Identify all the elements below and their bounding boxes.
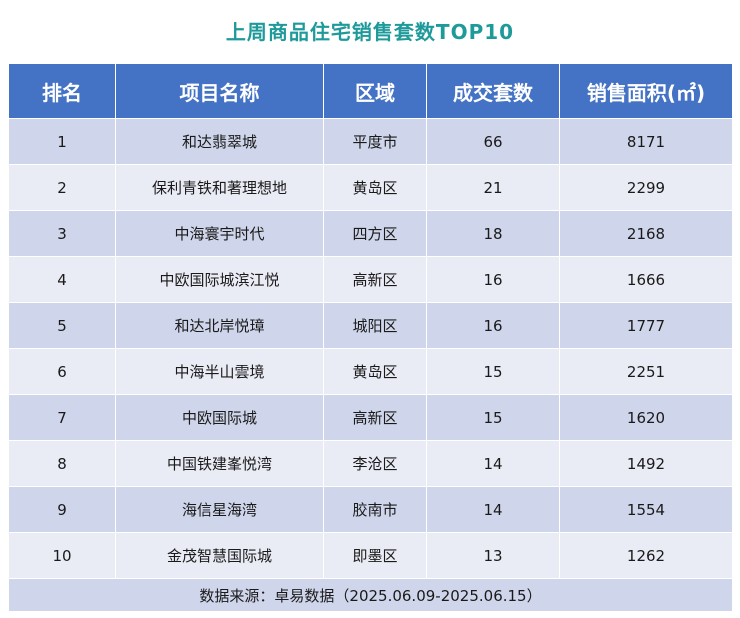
cell-project: 中欧国际城滨江悦 [115, 256, 324, 303]
cell-district: 李沧区 [323, 440, 427, 487]
cell-project: 中海半山雲境 [115, 348, 324, 395]
cell-units: 13 [426, 532, 560, 579]
cell-project: 中欧国际城 [115, 394, 324, 441]
cell-area: 1492 [559, 440, 733, 487]
cell-project: 金茂智慧国际城 [115, 532, 324, 579]
cell-district: 胶南市 [323, 486, 427, 533]
cell-rank: 7 [8, 394, 116, 441]
cell-rank: 6 [8, 348, 116, 395]
cell-project: 中国铁建峯悦湾 [115, 440, 324, 487]
cell-area: 1666 [559, 256, 733, 303]
cell-project: 和达北岸悦璋 [115, 302, 324, 349]
table-row: 9 海信星海湾 胶南市 14 1554 [8, 486, 733, 533]
cell-district: 平度市 [323, 118, 427, 165]
table-row: 5 和达北岸悦璋 城阳区 16 1777 [8, 302, 733, 349]
header-rank: 排名 [8, 63, 116, 119]
cell-area: 1554 [559, 486, 733, 533]
table-row: 10 金茂智慧国际城 即墨区 13 1262 [8, 532, 733, 579]
cell-project: 海信星海湾 [115, 486, 324, 533]
table-row: 3 中海寰宇时代 四方区 18 2168 [8, 210, 733, 257]
header-units: 成交套数 [426, 63, 560, 119]
header-project: 项目名称 [115, 63, 324, 119]
cell-units: 16 [426, 256, 560, 303]
cell-rank: 8 [8, 440, 116, 487]
cell-district: 高新区 [323, 394, 427, 441]
cell-area: 1262 [559, 532, 733, 579]
cell-area: 2299 [559, 164, 733, 211]
table-row: 6 中海半山雲境 黄岛区 15 2251 [8, 348, 733, 395]
cell-district: 城阳区 [323, 302, 427, 349]
cell-units: 15 [426, 394, 560, 441]
cell-units: 14 [426, 486, 560, 533]
cell-rank: 9 [8, 486, 116, 533]
cell-district: 黄岛区 [323, 348, 427, 395]
page-title: 上周商品住宅销售套数TOP10 [225, 20, 515, 44]
cell-rank: 3 [8, 210, 116, 257]
cell-units: 21 [426, 164, 560, 211]
cell-units: 66 [426, 118, 560, 165]
cell-rank: 5 [8, 302, 116, 349]
cell-area: 1777 [559, 302, 733, 349]
table-header-row: 排名 项目名称 区域 成交套数 销售面积(㎡) [8, 63, 733, 119]
cell-area: 2168 [559, 210, 733, 257]
cell-area: 1620 [559, 394, 733, 441]
cell-project: 保利青铁和著理想地 [115, 164, 324, 211]
table-row: 2 保利青铁和著理想地 黄岛区 21 2299 [8, 164, 733, 211]
cell-district: 即墨区 [323, 532, 427, 579]
cell-district: 高新区 [323, 256, 427, 303]
table-row: 4 中欧国际城滨江悦 高新区 16 1666 [8, 256, 733, 303]
source-row: 数据来源：卓易数据（2025.06.09-2025.06.15） [8, 578, 733, 612]
cell-rank: 10 [8, 532, 116, 579]
table-row: 7 中欧国际城 高新区 15 1620 [8, 394, 733, 441]
cell-units: 15 [426, 348, 560, 395]
cell-area: 2251 [559, 348, 733, 395]
header-district: 区域 [323, 63, 427, 119]
cell-project: 和达翡翠城 [115, 118, 324, 165]
cell-district: 黄岛区 [323, 164, 427, 211]
cell-area: 8171 [559, 118, 733, 165]
cell-units: 18 [426, 210, 560, 257]
header-area: 销售面积(㎡) [559, 63, 733, 119]
cell-rank: 2 [8, 164, 116, 211]
cell-rank: 4 [8, 256, 116, 303]
data-source-note: 数据来源：卓易数据（2025.06.09-2025.06.15） [8, 578, 733, 612]
cell-units: 16 [426, 302, 560, 349]
cell-rank: 1 [8, 118, 116, 165]
sales-table: 排名 项目名称 区域 成交套数 销售面积(㎡) 1 和达翡翠城 平度市 66 8… [8, 63, 733, 612]
table-row: 8 中国铁建峯悦湾 李沧区 14 1492 [8, 440, 733, 487]
cell-units: 14 [426, 440, 560, 487]
cell-district: 四方区 [323, 210, 427, 257]
cell-project: 中海寰宇时代 [115, 210, 324, 257]
table-row: 1 和达翡翠城 平度市 66 8171 [8, 118, 733, 165]
